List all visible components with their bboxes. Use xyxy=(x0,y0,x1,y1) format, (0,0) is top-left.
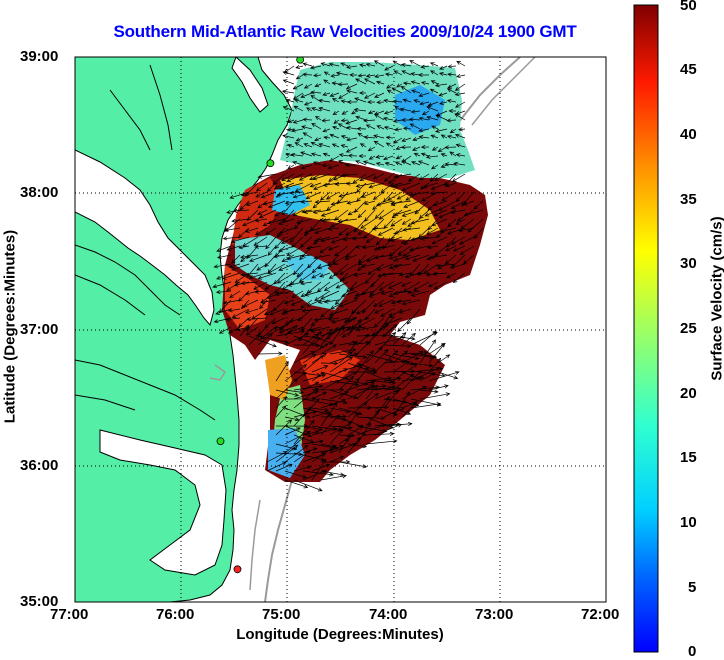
colorbar-tick: 45 xyxy=(680,61,697,78)
colorbar-tick: 0 xyxy=(688,643,696,660)
x-tick-label: 76:00 xyxy=(156,606,194,623)
y-tick-label: 36:00 xyxy=(20,457,58,474)
colorbar-tick: 50 xyxy=(680,0,697,14)
x-tick-label: 75:00 xyxy=(262,606,300,623)
hf-radar-station xyxy=(217,438,224,445)
colorbar-tick: 30 xyxy=(680,255,697,272)
colorbar-tick: 40 xyxy=(680,126,697,143)
colorbar-tick: 15 xyxy=(680,449,697,466)
y-axis-label: Latitude (Degrees:Minutes) xyxy=(2,177,19,477)
colorbar-tick: 35 xyxy=(680,191,697,208)
colorbar[interactable] xyxy=(634,5,658,652)
colorbar-tick: 20 xyxy=(680,385,697,402)
y-tick-label: 37:00 xyxy=(20,321,58,338)
y-tick-label: 35:00 xyxy=(20,593,58,610)
colorbar-label: Surface Velocity (cm/s) xyxy=(709,149,724,449)
x-tick-label: 74:00 xyxy=(369,606,407,623)
x-tick-label: 73:00 xyxy=(475,606,513,623)
x-axis-label: Longitude (Degrees:Minutes) xyxy=(160,626,520,643)
y-tick-label: 39:00 xyxy=(20,48,58,65)
y-tick-label: 38:00 xyxy=(20,184,58,201)
colorbar-tick: 10 xyxy=(680,514,697,531)
colorbar-tick: 25 xyxy=(680,320,697,337)
x-tick-label: 72:00 xyxy=(581,606,619,623)
colorbar-tick: 5 xyxy=(688,579,696,596)
hf-radar-station xyxy=(234,566,241,573)
hf-radar-station xyxy=(267,160,274,167)
